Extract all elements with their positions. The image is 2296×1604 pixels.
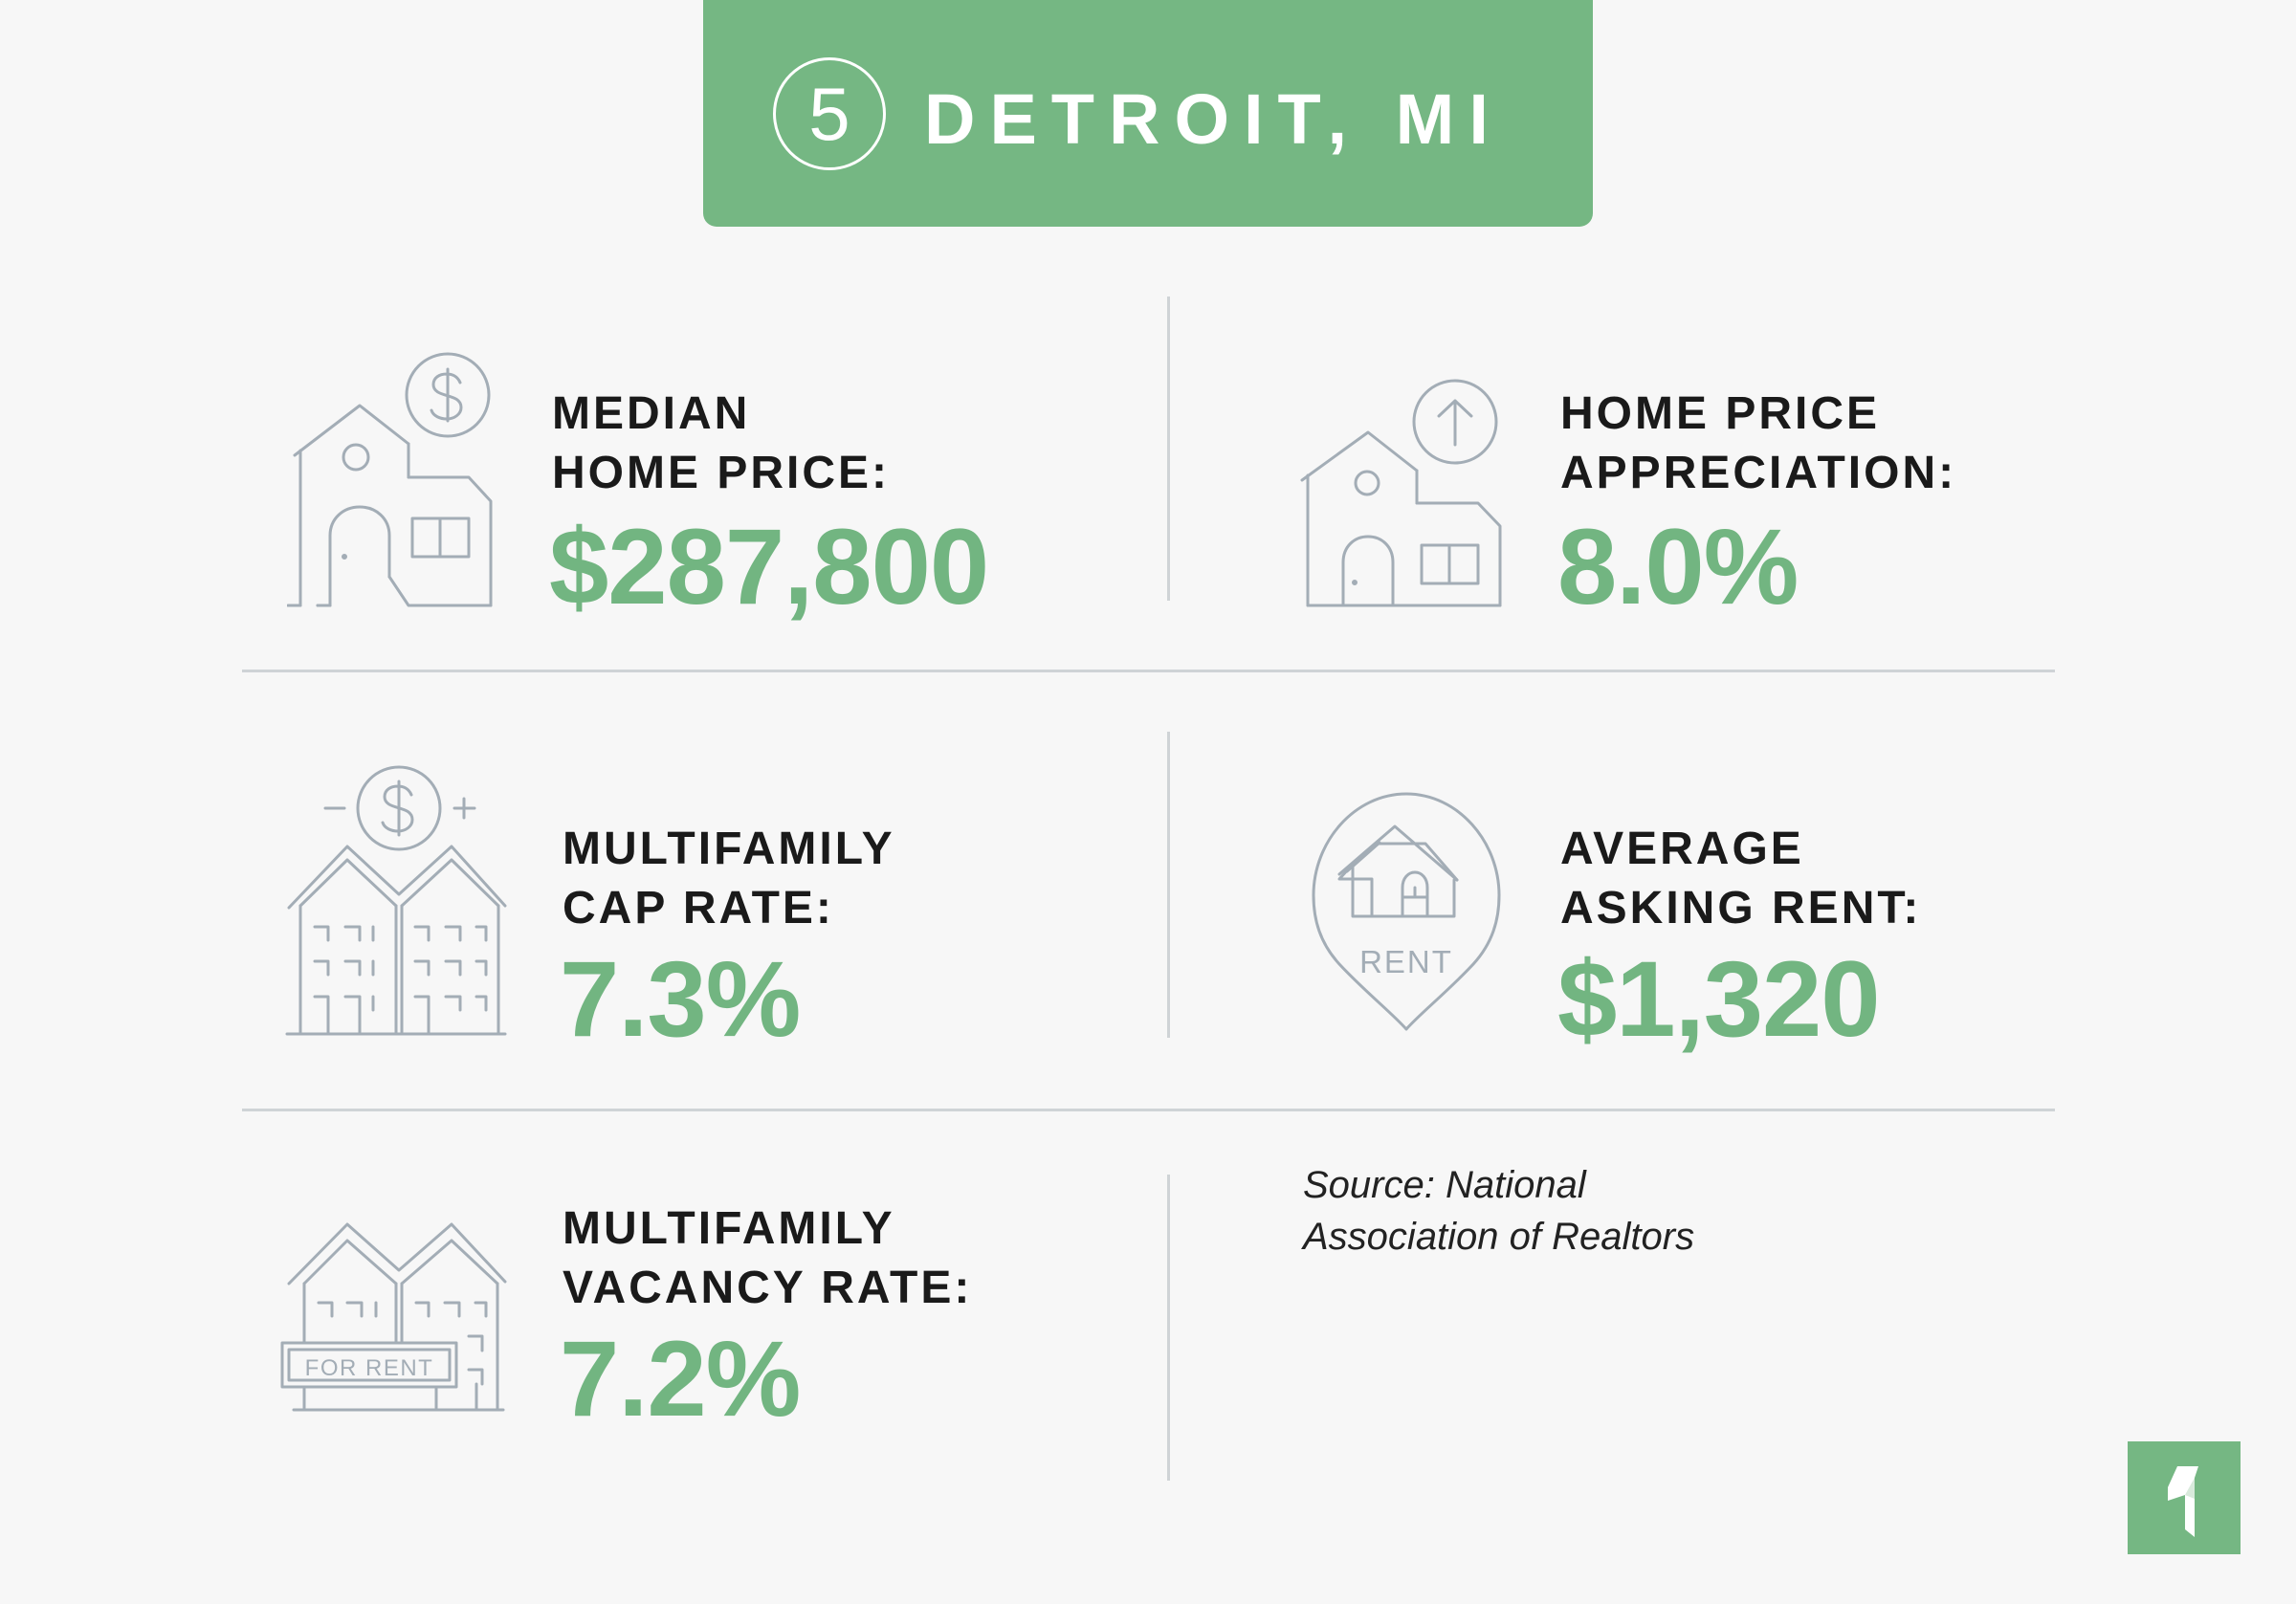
- median-home-price-label: MEDIAN HOME PRICE:: [552, 385, 890, 503]
- label-line: APPRECIATION:: [1560, 448, 1957, 498]
- source-note: Source: National Association of Realtors: [1303, 1159, 1694, 1263]
- source-line: Source: National: [1303, 1164, 1586, 1206]
- label-line: MULTIFAMILY: [563, 824, 895, 874]
- label-line: ASKING RENT:: [1560, 883, 1922, 934]
- average-asking-rent-value: $1,320: [1557, 939, 1881, 1059]
- brand-logo-icon: [2128, 1441, 2241, 1554]
- median-home-price-value: $287,800: [549, 507, 989, 626]
- for-rent-building-icon: FOR RENT: [277, 1217, 517, 1417]
- house-dollar-icon: [287, 344, 507, 612]
- row-divider-2: [242, 1109, 2055, 1111]
- home-price-appreciation-value: 8.0%: [1557, 507, 1799, 626]
- average-asking-rent-label: AVERAGE ASKING RENT:: [1560, 820, 1921, 938]
- label-line: MULTIFAMILY: [563, 1203, 895, 1254]
- column-divider-2: [1167, 732, 1170, 1038]
- label-line: VACANCY RATE:: [563, 1263, 973, 1313]
- house-arrow-up-icon: [1296, 375, 1516, 614]
- multifamily-cap-rate-value: 7.3%: [560, 939, 801, 1059]
- source-line: Association of Realtors: [1303, 1216, 1695, 1258]
- multifamily-vacancy-rate-label: MULTIFAMILY VACANCY RATE:: [563, 1199, 972, 1318]
- home-price-appreciation-label: HOME PRICE APPRECIATION:: [1560, 385, 1956, 503]
- page-title: DETROIT, MI: [924, 79, 1503, 159]
- column-divider-1: [1167, 297, 1170, 601]
- rent-pin-label: RENT: [1359, 944, 1453, 979]
- label-line: AVERAGE: [1560, 824, 1804, 874]
- label-line: HOME PRICE:: [552, 448, 891, 498]
- label-line: HOME PRICE: [1560, 388, 1881, 439]
- rent-pin-icon: RENT: [1311, 788, 1502, 1033]
- column-divider-3: [1167, 1175, 1170, 1481]
- label-line: CAP RATE:: [563, 883, 834, 934]
- for-rent-sign-label: FOR RENT: [305, 1355, 434, 1381]
- label-line: MEDIAN: [552, 388, 751, 439]
- rank-badge: 5: [773, 57, 886, 170]
- multifamily-vacancy-rate-value: 7.2%: [560, 1319, 801, 1439]
- multifamily-dollar-icon: [285, 762, 515, 1040]
- row-divider-1: [242, 670, 2055, 672]
- multifamily-cap-rate-label: MULTIFAMILY CAP RATE:: [563, 820, 895, 938]
